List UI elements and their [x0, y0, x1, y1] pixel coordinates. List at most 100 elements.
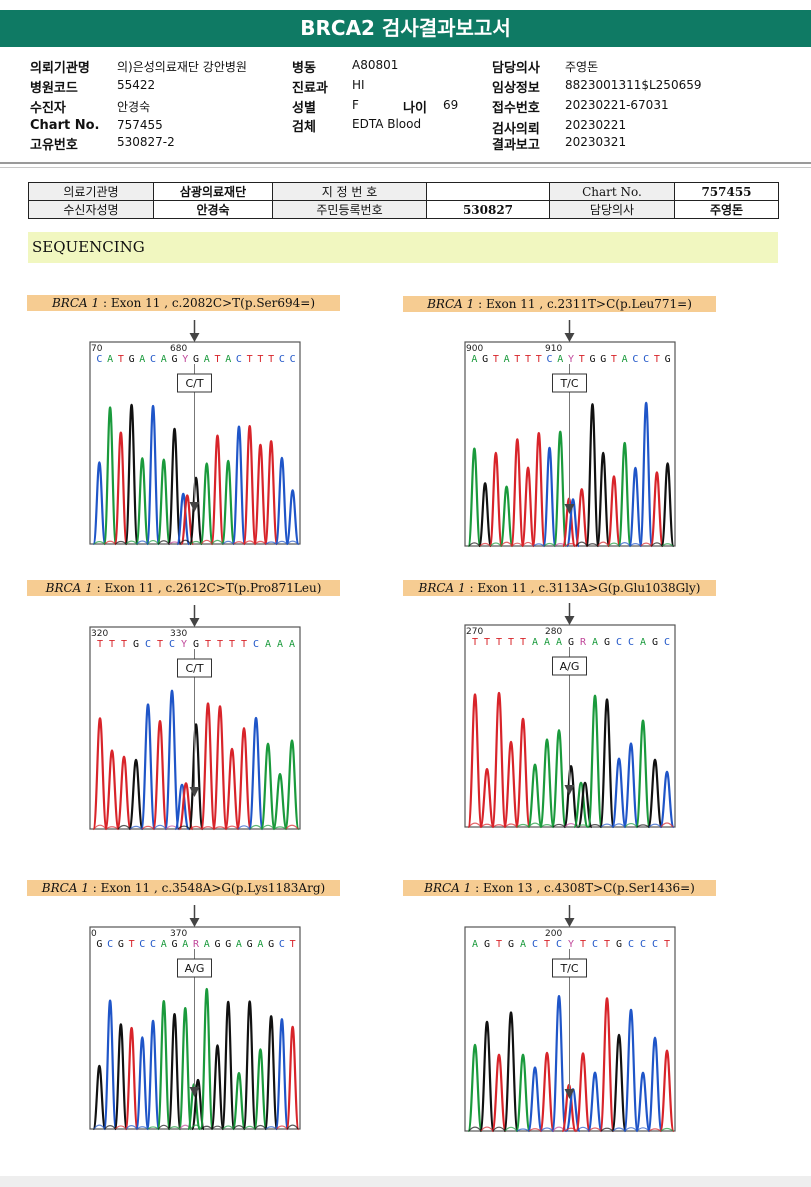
base-call: Y — [182, 354, 188, 365]
trace-baseline — [117, 824, 131, 830]
trace-peak — [566, 498, 580, 548]
trace-baseline — [177, 825, 191, 830]
header-value: F — [352, 98, 359, 112]
base-call: G — [652, 637, 658, 648]
genotype-call-box — [552, 656, 587, 676]
base-call: T — [484, 637, 490, 648]
genotype-call: T/C — [559, 962, 578, 975]
header-label: Chart No. — [30, 118, 100, 133]
trace-peak — [515, 717, 531, 829]
header-value: EDTA Blood — [352, 117, 422, 131]
base-call: G — [589, 354, 595, 365]
base-call: C — [664, 637, 670, 648]
trace-peak — [221, 1000, 236, 1131]
base-call: G — [268, 939, 274, 950]
variant-label: BRCA 1 : Exon 11 , c.3548A>G(p.Lys1183Ar… — [27, 880, 340, 896]
trace-baseline — [273, 826, 287, 830]
variant-label: BRCA 1 : Exon 11 , c.2311T>C(p.Leu771=) — [403, 296, 716, 312]
arrow-head — [189, 918, 200, 927]
base-call: T — [247, 354, 253, 365]
position-label: 680 — [170, 344, 187, 354]
position-label: 70 — [91, 344, 103, 354]
base-call: A — [592, 637, 598, 648]
trace-baseline — [597, 541, 610, 547]
trace-peak — [660, 462, 675, 548]
trace-peak — [199, 987, 214, 1131]
base-call: G — [118, 939, 124, 950]
base-call: T — [268, 354, 274, 365]
trace-baseline — [254, 1124, 267, 1130]
trace-peak — [617, 441, 632, 548]
position-label: 910 — [545, 344, 562, 354]
position-label: 900 — [466, 344, 483, 354]
genotype-call: C/T — [185, 377, 203, 390]
trace-baseline — [104, 1125, 116, 1130]
base-call: Y — [568, 939, 574, 950]
trace-baseline — [528, 822, 542, 828]
trace-peak — [236, 727, 252, 831]
base-call: G — [193, 639, 199, 650]
base-call: A — [139, 354, 145, 365]
trace-peak — [542, 446, 557, 548]
trace-baseline — [243, 540, 256, 545]
base-call: A — [277, 639, 283, 650]
trace-baseline — [528, 1128, 542, 1132]
base-call: G — [482, 354, 488, 365]
base-call: T — [520, 637, 526, 648]
trace-baseline — [629, 543, 642, 547]
table-cell: 담당의사 — [549, 200, 675, 219]
table-cell: 530827 — [426, 200, 550, 219]
header-value: 안경숙 — [117, 100, 151, 114]
trace-baseline — [147, 539, 159, 545]
trace-baseline — [624, 822, 638, 828]
base-call: G — [568, 637, 574, 648]
trace-baseline — [285, 824, 299, 830]
trace-baseline — [153, 824, 167, 830]
trace-peak — [188, 723, 204, 831]
trace-baseline — [136, 540, 149, 545]
base-call: T — [664, 939, 670, 950]
base-call: A — [532, 637, 538, 648]
trace-peak — [113, 431, 128, 546]
header-value: 20230221 — [565, 118, 627, 132]
table-cell: 삼광의료재단 — [153, 182, 273, 201]
table-cell: 안경숙 — [153, 200, 273, 219]
variant-text: : Exon 11 , c.3548A>G(p.Lys1183Arg) — [88, 881, 326, 895]
trace-baseline — [480, 823, 494, 828]
trace-peak — [176, 492, 191, 546]
base-call: R — [193, 939, 200, 950]
trace-peak — [116, 755, 132, 831]
trace-baseline — [93, 824, 107, 830]
trace-peak — [231, 1071, 246, 1131]
trace-peak — [221, 459, 236, 546]
table-cell: Chart No. — [549, 182, 675, 201]
gene-name: BRCA 1 — [45, 581, 93, 595]
base-call: G — [484, 939, 490, 950]
base-call: C — [592, 939, 598, 950]
genotype-call-box — [552, 373, 587, 393]
genotype-call-box — [177, 958, 212, 978]
base-call: C — [150, 354, 156, 365]
trace-peak — [527, 763, 543, 829]
base-call: C — [616, 637, 622, 648]
table-cell: 757455 — [674, 182, 779, 201]
trace-peak — [135, 1036, 150, 1131]
trace-baseline — [157, 1124, 170, 1130]
trace-baseline — [225, 825, 239, 830]
table-cell: 지 정 번 호 — [272, 182, 427, 201]
trace-baseline — [265, 1126, 277, 1130]
trace-peak — [210, 434, 225, 546]
trace-baseline — [93, 1124, 106, 1130]
trace-baseline — [651, 542, 663, 547]
trace-baseline — [540, 1127, 554, 1132]
trace-peak — [503, 740, 519, 829]
trace-baseline — [618, 542, 631, 547]
base-call: C — [236, 354, 242, 365]
trace-baseline — [265, 541, 277, 545]
base-call: A — [556, 637, 562, 648]
trace-peak — [635, 719, 651, 829]
base-call: T — [257, 354, 263, 365]
header-label: 의뢰기관명 — [30, 61, 90, 76]
trace-baseline — [125, 540, 138, 545]
